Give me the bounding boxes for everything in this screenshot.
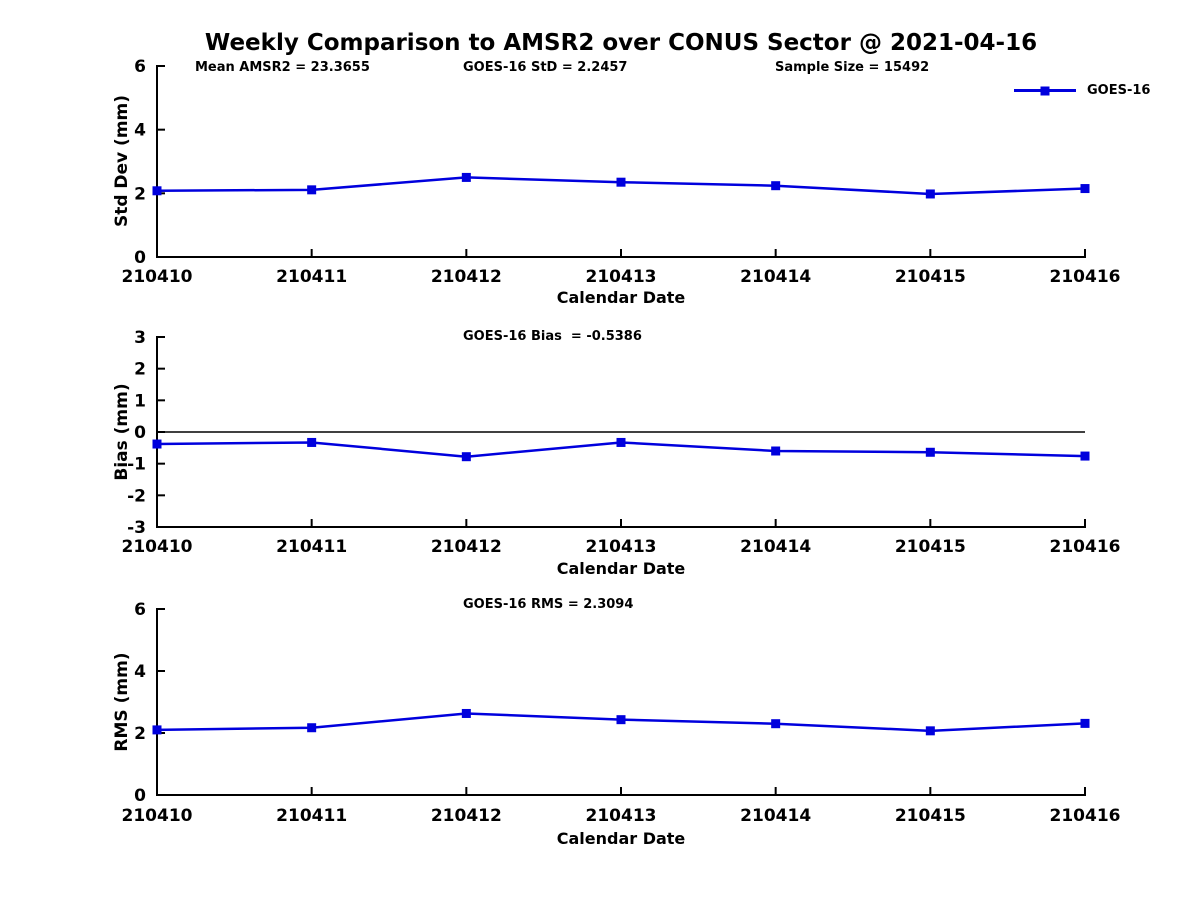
x-tick-label: 210416: [1050, 267, 1121, 287]
data-point-marker: [1080, 451, 1090, 461]
y-tick-label: 4: [134, 662, 146, 682]
y-tick-label: 6: [134, 57, 146, 77]
x-tick-label: 210414: [740, 537, 811, 557]
x-tick-label: 210413: [586, 806, 657, 826]
legend-line-marker-sample: [1014, 85, 1076, 96]
data-point-marker: [1080, 184, 1090, 194]
x-tick-label: 210415: [895, 267, 966, 287]
data-point-marker: [152, 186, 162, 196]
data-point-marker: [461, 452, 471, 462]
x-axis-label-calendar-date-3: Calendar Date: [556, 829, 686, 848]
chart-2-plot: -3 -2 -1 0 1 2 3 210410 210411 210412 210413 210414…: [122, 328, 1121, 557]
y-axis-label-bias: Bias (mm): [112, 383, 132, 481]
chart-1-plot: 0 2 4 6 210410 210411 210412 210413 210414 210415…: [122, 57, 1121, 287]
legend: GOES-16: [1014, 83, 1150, 98]
y-tick-label: -3: [127, 518, 146, 538]
x-tick-label: 210413: [586, 537, 657, 557]
data-point-marker: [771, 446, 781, 456]
annotation-goes16-std: GOES-16 StD = 2.2457: [463, 60, 628, 75]
y-tick-label: -2: [127, 486, 146, 506]
x-tick-label: 210412: [431, 267, 502, 287]
data-point-marker: [152, 439, 162, 449]
y-tick-label: 2: [134, 360, 146, 380]
y-tick-label: 3: [134, 328, 146, 348]
x-tick-label: 210415: [895, 806, 966, 826]
data-point-marker: [461, 172, 471, 182]
x-tick-label: 210412: [431, 537, 502, 557]
data-point-marker: [616, 715, 626, 725]
data-point-marker: [1080, 718, 1090, 728]
y-tick-label: 0: [134, 786, 146, 806]
x-tick-label: 210416: [1050, 806, 1121, 826]
legend-square-marker-icon: [1040, 86, 1050, 95]
legend-label: GOES-16: [1087, 83, 1151, 98]
x-tick-label: 210410: [122, 267, 193, 287]
x-tick-label: 210410: [122, 806, 193, 826]
page-title: Weekly Comparison to AMSR2 over CONUS Se…: [204, 30, 1038, 56]
data-point-marker: [771, 181, 781, 191]
y-tick-label: 2: [134, 184, 146, 204]
y-tick-label: -1: [127, 455, 146, 475]
annotation-sample-size: Sample Size = 15492: [775, 60, 930, 75]
x-axis-label-calendar-date-2: Calendar Date: [556, 559, 686, 578]
data-point-marker: [771, 719, 781, 729]
x-tick-label: 210414: [740, 267, 811, 287]
x-tick-label: 210415: [895, 537, 966, 557]
chart-3-plot: 0 2 4 6 210410 210411 210412 210413 210414 210415…: [122, 600, 1121, 826]
y-tick-label: 6: [134, 600, 146, 620]
y-tick-label: 0: [134, 423, 146, 443]
data-point-marker: [925, 447, 935, 457]
data-point-marker: [307, 723, 317, 733]
data-point-marker: [152, 725, 162, 735]
y-tick-label: 1: [134, 391, 146, 411]
x-tick-label: 210413: [586, 267, 657, 287]
data-point-marker: [307, 185, 317, 195]
annotation-goes16-rms: GOES-16 RMS = 2.3094: [463, 597, 634, 612]
data-point-marker: [616, 437, 626, 447]
x-tick-label: 210414: [740, 806, 811, 826]
y-axis-label-rms: RMS (mm): [112, 652, 132, 752]
x-tick-label: 210411: [276, 806, 347, 826]
data-point-marker: [307, 437, 317, 447]
annotation-goes16-bias: GOES-16 Bias = -0.5386: [463, 329, 642, 344]
x-tick-label: 210410: [122, 537, 193, 557]
y-tick-label: 2: [134, 724, 146, 744]
x-tick-label: 210416: [1050, 537, 1121, 557]
data-point-marker: [925, 726, 935, 736]
annotation-mean-amsr2: Mean AMSR2 = 23.3655: [195, 60, 370, 75]
y-axis-label-stddev: Std Dev (mm): [112, 94, 132, 228]
y-tick-label: 4: [134, 121, 146, 141]
data-point-marker: [461, 708, 471, 718]
data-point-marker: [925, 189, 935, 199]
x-tick-label: 210412: [431, 806, 502, 826]
y-tick-label: 0: [134, 248, 146, 268]
x-tick-label: 210411: [276, 267, 347, 287]
x-tick-label: 210411: [276, 537, 347, 557]
data-point-marker: [616, 177, 626, 187]
x-axis-label-calendar-date-1: Calendar Date: [556, 288, 686, 307]
